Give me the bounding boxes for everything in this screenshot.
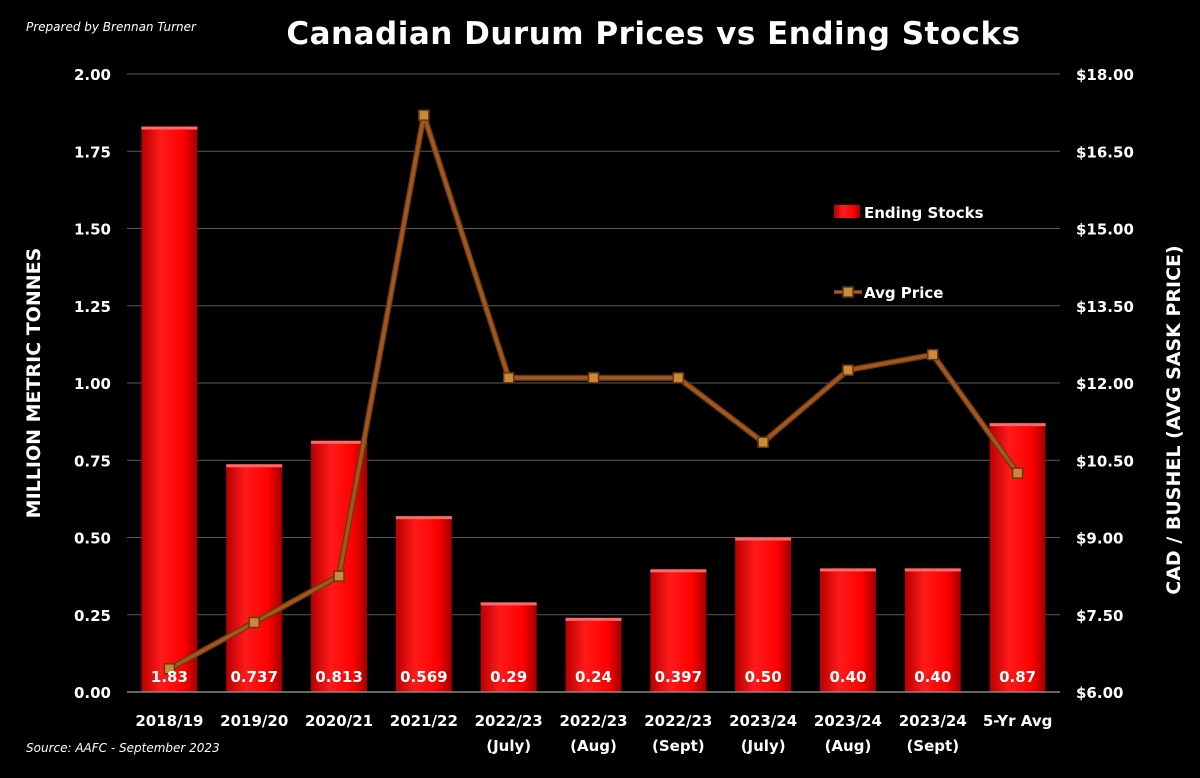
y2-tick-label: $15.00 xyxy=(1076,221,1134,239)
x-tick-label: (Aug) xyxy=(825,737,872,755)
y2-axis-title: CAD / BUSHEL (AVG SASK PRICE) xyxy=(1163,245,1185,594)
bar-highlight xyxy=(650,569,707,573)
bar-highlight xyxy=(735,537,792,541)
price-marker xyxy=(1011,467,1024,479)
price-marker xyxy=(163,663,176,675)
y2-tick-label: $6.00 xyxy=(1076,684,1123,702)
price-line xyxy=(168,113,1020,671)
bar-highlight xyxy=(904,568,961,572)
y-tick-label: 2.00 xyxy=(74,66,111,84)
y2-tick-label: $12.00 xyxy=(1076,375,1134,393)
y-tick-label: 1.25 xyxy=(74,298,111,316)
y2-tick-label: $16.50 xyxy=(1076,143,1134,161)
x-tick-label: 2022/23 xyxy=(559,712,627,730)
bar xyxy=(989,423,1046,692)
legend-label-ending-stocks: Ending Stocks xyxy=(864,204,984,222)
bar-value-label: 0.737 xyxy=(231,668,278,686)
bar-highlight xyxy=(565,617,622,621)
x-tick-label: 2023/24 xyxy=(814,712,882,730)
y-tick-label: 0.75 xyxy=(74,452,111,470)
price-marker xyxy=(587,372,600,384)
legend-label-avg-price: Avg Price xyxy=(864,284,943,302)
bar xyxy=(480,602,537,692)
bar xyxy=(904,568,961,692)
y-tick-label: 0.50 xyxy=(74,530,111,548)
y-tick-label: 1.50 xyxy=(74,221,111,239)
bar-value-label: 0.24 xyxy=(575,668,612,686)
bar xyxy=(819,568,876,692)
bar xyxy=(226,464,283,692)
x-tick-label: (Sept) xyxy=(906,737,959,755)
x-tick-label: 2018/19 xyxy=(135,712,203,730)
x-tick-label: 2022/23 xyxy=(644,712,712,730)
bar-value-label: 0.29 xyxy=(490,668,527,686)
x-tick-label: (Aug) xyxy=(570,737,617,755)
price-marker xyxy=(248,616,260,629)
y2-tick-label: $7.50 xyxy=(1076,607,1123,625)
x-tick-label: 2019/20 xyxy=(220,712,288,730)
x-tick-label: 5-Yr Avg xyxy=(983,712,1053,730)
x-tick-label: 2020/21 xyxy=(305,712,373,730)
y2-tick-label: $18.00 xyxy=(1076,66,1134,84)
source-text: Source: AAFC - September 2023 xyxy=(26,741,220,755)
bar-value-label: 0.813 xyxy=(315,668,362,686)
x-tick-label: 2021/22 xyxy=(390,712,458,730)
bar-highlight xyxy=(141,126,198,130)
bar xyxy=(565,617,622,692)
line-series xyxy=(163,109,1024,675)
price-marker xyxy=(333,570,345,582)
bar-highlight xyxy=(226,464,283,468)
axes: 0.00 $6.00 0.25 $7.50 0.50 $9.00 0.75 $10.50 1.0… xyxy=(74,66,1134,755)
price-marker xyxy=(757,436,769,448)
y-tick-label: 1.00 xyxy=(74,375,111,393)
legend-swatch-marker xyxy=(842,286,854,298)
bar-highlight xyxy=(989,423,1046,427)
y-tick-label: 0.25 xyxy=(74,607,111,625)
x-tick-label: 2023/24 xyxy=(899,712,967,730)
x-tick-label: (July) xyxy=(486,737,531,755)
bar xyxy=(141,126,198,692)
y2-tick-label: $13.50 xyxy=(1076,298,1134,316)
price-marker xyxy=(927,348,939,361)
x-tick-label: (Sept) xyxy=(652,737,705,755)
bar-highlight xyxy=(480,602,537,606)
y2-tick-label: $9.00 xyxy=(1076,530,1123,548)
price-marker xyxy=(672,372,685,384)
bar-value-label: 0.569 xyxy=(400,668,447,686)
y2-tick-label: $10.50 xyxy=(1076,452,1134,470)
y-axis-title: MILLION METRIC TONNES xyxy=(23,248,45,519)
bar xyxy=(395,516,452,692)
bar-highlight xyxy=(395,516,452,520)
legend: Ending Stocks Avg Price xyxy=(834,204,984,302)
chart-title: Canadian Durum Prices vs Ending Stocks xyxy=(286,16,1021,52)
data-labels: 1.83 0.737 0.813 0.569 0.29 0.24 0.397 0.50 0.40… xyxy=(151,668,1036,686)
price-marker xyxy=(842,364,854,376)
y-tick-label: 1.75 xyxy=(74,143,111,161)
credit-text: Prepared by Brennan Turner xyxy=(26,20,196,34)
x-tick-label: 2023/24 xyxy=(729,712,797,730)
bar-value-label: 0.397 xyxy=(655,668,702,686)
bar-value-label: 1.83 xyxy=(151,668,188,686)
bar xyxy=(650,569,707,692)
bar xyxy=(735,537,792,692)
price-line-shadow xyxy=(167,112,1021,672)
bar-highlight xyxy=(311,440,368,444)
bar-value-label: 0.40 xyxy=(914,668,951,686)
price-marker xyxy=(502,372,515,384)
price-marker xyxy=(418,109,430,121)
x-tick-label: (July) xyxy=(741,737,786,755)
bar-value-label: 0.40 xyxy=(829,668,866,686)
legend-swatch-bar xyxy=(834,205,860,218)
bar-value-label: 0.87 xyxy=(999,668,1036,686)
y-tick-label: 0.00 xyxy=(74,684,111,702)
bar-highlight xyxy=(819,568,876,572)
x-tick-label: 2022/23 xyxy=(475,712,543,730)
bar-value-label: 0.50 xyxy=(745,668,782,686)
